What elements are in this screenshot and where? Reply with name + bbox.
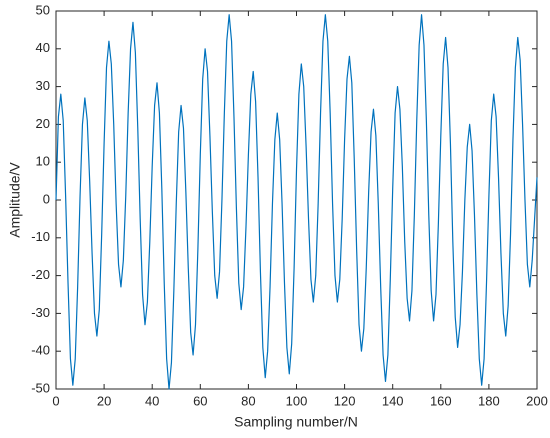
x-tick-label: 180 xyxy=(478,393,500,408)
x-tick-label: 100 xyxy=(286,393,308,408)
y-tick-label: 30 xyxy=(36,78,50,93)
x-axis-label: Sampling number/N xyxy=(234,414,358,430)
y-tick-label: -10 xyxy=(31,229,50,244)
y-tick-label: -50 xyxy=(31,380,50,395)
y-axis-label: Amplitude/V xyxy=(7,162,23,238)
y-tick-label: -20 xyxy=(31,267,50,282)
x-tick-label: 60 xyxy=(193,393,207,408)
y-tick-label: 10 xyxy=(36,154,50,169)
data-line xyxy=(55,14,538,390)
x-tick-label: 140 xyxy=(382,393,404,408)
y-tick-label: 40 xyxy=(36,40,50,55)
x-tick-label: 120 xyxy=(334,393,356,408)
y-tick-label: 20 xyxy=(36,116,50,131)
x-tick-label: 200 xyxy=(526,393,548,408)
y-tick-label: -30 xyxy=(31,305,50,320)
y-tick-label: 0 xyxy=(43,191,50,206)
y-tick-label: 50 xyxy=(36,2,50,17)
x-tick-label: 160 xyxy=(430,393,452,408)
x-tick-label: 80 xyxy=(241,393,255,408)
x-tick-label: 40 xyxy=(145,393,159,408)
x-tick-label: 0 xyxy=(52,393,59,408)
x-tick-label: 20 xyxy=(97,393,111,408)
y-tick-label: -40 xyxy=(31,343,50,358)
